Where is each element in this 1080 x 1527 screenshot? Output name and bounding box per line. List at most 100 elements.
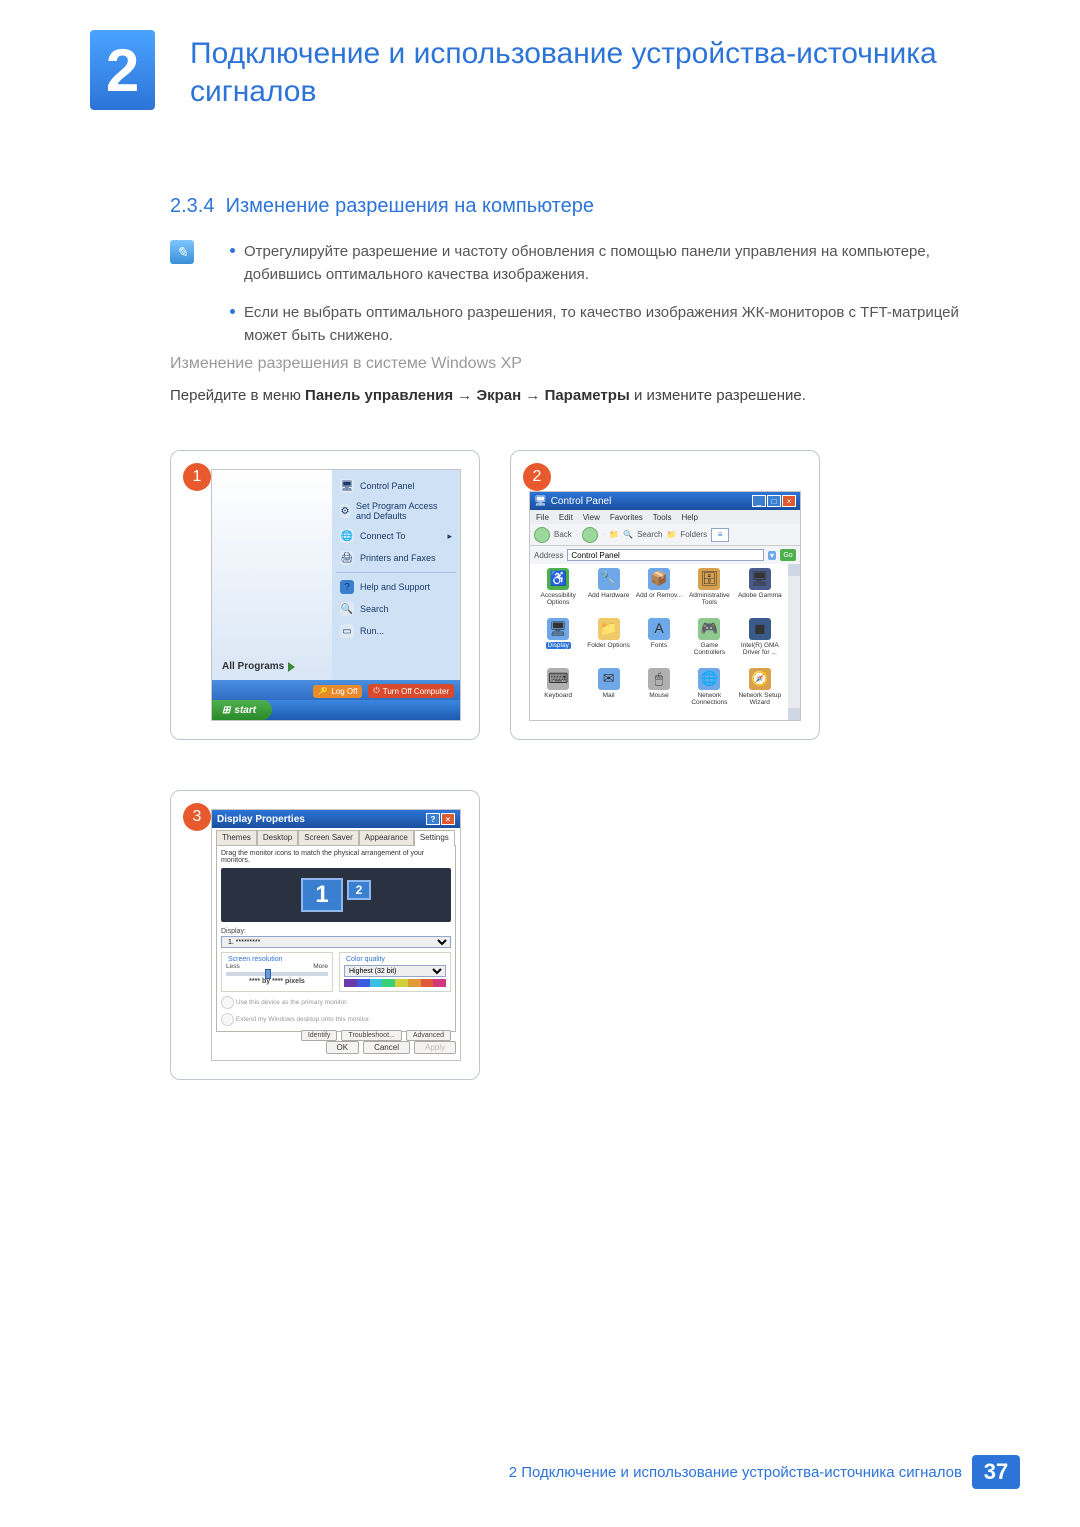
power-icon: ⏻ (373, 686, 379, 696)
logoff-icon: 🔑 (318, 687, 328, 696)
start-menu-item[interactable]: 🔍Search (336, 599, 456, 619)
tab[interactable]: Appearance (359, 830, 414, 846)
control-panel-item[interactable]: AFonts (635, 618, 683, 666)
color-swatch (395, 979, 408, 987)
tab[interactable]: Screen Saver (298, 830, 358, 846)
control-panel-item[interactable]: 🔧Add Hardware (584, 568, 632, 616)
color-quality-select[interactable]: Highest (32 bit) (344, 965, 446, 977)
control-panel-item[interactable]: 🧭Network Setup Wizard (736, 668, 784, 716)
resolution-slider[interactable] (226, 972, 328, 976)
start-menu-left: All Programs (212, 470, 332, 680)
cp-item-label: Display (546, 642, 571, 649)
scrollbar[interactable] (788, 564, 800, 720)
dropdown-icon[interactable]: ▾ (768, 551, 776, 560)
slider-thumb[interactable] (265, 969, 271, 979)
tab[interactable]: Desktop (257, 830, 298, 846)
troubleshoot-button[interactable]: Troubleshoot... (341, 1030, 401, 1041)
start-button[interactable]: ⊞ start (212, 700, 272, 720)
views-button[interactable]: ≡ (711, 528, 729, 542)
monitor-arrange-area[interactable]: 1 2 (221, 868, 451, 922)
cp-item-label: Mouse (649, 692, 669, 699)
up-icon[interactable]: 📁 (609, 530, 619, 539)
turnoff-label: Turn Off Computer (383, 687, 449, 696)
start-menu-screenshot: All Programs 🖥Control Panel⚙Set Program … (211, 469, 461, 721)
start-menu-item[interactable]: 🌐Connect To▸ (336, 526, 456, 546)
control-panel-item[interactable]: ◼Intel(R) GMA Driver for ... (736, 618, 784, 666)
cp-item-icon: 🗄 (698, 568, 720, 590)
menu-item-label: Run... (360, 626, 384, 636)
back-icon[interactable] (534, 527, 550, 543)
address-input[interactable] (567, 549, 764, 561)
extend-desktop-checkbox (221, 1013, 234, 1026)
tab[interactable]: Settings (414, 830, 455, 846)
menu-item[interactable]: Favorites (610, 513, 643, 522)
menu-item[interactable]: Edit (559, 513, 573, 522)
maximize-button[interactable]: □ (767, 495, 781, 507)
cp-item-label: Folder Options (587, 642, 630, 649)
control-panel-item[interactable]: 🌐Network Connections (685, 668, 733, 716)
bullet-item: Отрегулируйте разрешение и частоту обнов… (230, 240, 1000, 287)
menu-item[interactable]: Tools (653, 513, 672, 522)
windows-icon: ⊞ (222, 705, 230, 716)
control-panel-item[interactable]: 📁Folder Options (584, 618, 632, 666)
start-menu-item[interactable]: ?Help and Support (336, 577, 456, 597)
chapter-title: Подключение и использование устройства-и… (190, 35, 1020, 110)
start-menu-item[interactable]: 🖨Printers and Faxes (336, 548, 456, 568)
tab-bar: ThemesDesktopScreen SaverAppearanceSetti… (216, 830, 456, 846)
section-heading: Изменение разрешения на компьютере (226, 195, 594, 217)
cp-item-label: Add Hardware (588, 592, 630, 599)
forward-icon[interactable] (582, 527, 598, 543)
close-button[interactable]: × (441, 813, 455, 825)
close-button[interactable]: × (782, 495, 796, 507)
more-label: More (313, 963, 328, 970)
control-panel-item[interactable]: 🎮Game Controllers (685, 618, 733, 666)
folders-icon[interactable]: 📁 (666, 530, 676, 539)
display-select[interactable]: 1. ********* (221, 936, 451, 948)
control-panel-item[interactable]: 📦Add or Remov... (635, 568, 683, 616)
tab[interactable]: Themes (216, 830, 257, 846)
menu-item[interactable]: View (583, 513, 600, 522)
menu-item-icon: 🔍 (340, 602, 354, 616)
control-panel-body: ♿Accessibility Options🔧Add Hardware📦Add … (530, 564, 788, 720)
menu-item-label: Printers and Faxes (360, 553, 436, 563)
submenu-arrow-icon: ▸ (447, 531, 452, 542)
start-menu-right: 🖥Control Panel⚙Set Program Access and De… (332, 470, 460, 680)
folders-label: Folders (680, 530, 707, 539)
sr-legend: Screen resolution (226, 956, 284, 963)
help-button[interactable]: ? (426, 813, 440, 825)
control-panel-item[interactable]: ✉Mail (584, 668, 632, 716)
menu-item[interactable]: Help (681, 513, 697, 522)
ok-button[interactable]: OK (326, 1041, 360, 1054)
info-icon: ✎ (170, 240, 194, 264)
cp-item-label: Adobe Gamma (738, 592, 782, 599)
go-button[interactable]: Go (780, 549, 796, 561)
turnoff-button[interactable]: ⏻ Turn Off Computer (368, 684, 454, 698)
logoff-button[interactable]: 🔑 Log Off (313, 685, 362, 698)
page-footer: 2 Подключение и использование устройства… (0, 1455, 1080, 1489)
monitor-1-icon[interactable]: 1 (301, 878, 343, 912)
control-panel-screenshot: 🖥 Control Panel _ □ × FileEditViewFavori… (529, 491, 801, 721)
cp-item-label: Network Setup Wizard (736, 692, 784, 706)
cp-item-label: Game Controllers (685, 642, 733, 656)
start-menu-item[interactable]: ⚙Set Program Access and Defaults (336, 498, 456, 524)
control-panel-item[interactable]: ♿Accessibility Options (534, 568, 582, 616)
menu-item[interactable]: File (536, 513, 549, 522)
all-programs-item[interactable]: All Programs (222, 661, 295, 672)
color-swatch (408, 979, 421, 987)
resolution-value: **** by **** pixels (226, 978, 328, 985)
control-panel-item[interactable]: ⌨Keyboard (534, 668, 582, 716)
start-menu-item[interactable]: 🖥Control Panel (336, 476, 456, 496)
monitor-2-icon[interactable]: 2 (347, 880, 371, 900)
control-panel-item[interactable]: 🖱Mouse (635, 668, 683, 716)
apply-button[interactable]: Apply (414, 1041, 456, 1054)
search-icon[interactable]: 🔍 (623, 530, 633, 539)
start-menu-item[interactable]: ▭Run... (336, 621, 456, 641)
control-panel-item[interactable]: 🖥Adobe Gamma (736, 568, 784, 616)
identify-button[interactable]: Identify (301, 1030, 338, 1041)
step-card-1: 1 All Programs 🖥Control Panel⚙Set Progra… (170, 450, 480, 740)
minimize-button[interactable]: _ (752, 495, 766, 507)
advanced-button[interactable]: Advanced (406, 1030, 451, 1041)
control-panel-item[interactable]: 🗄Administrative Tools (685, 568, 733, 616)
control-panel-item[interactable]: 🖥Display (534, 618, 582, 666)
cancel-button[interactable]: Cancel (363, 1041, 410, 1054)
